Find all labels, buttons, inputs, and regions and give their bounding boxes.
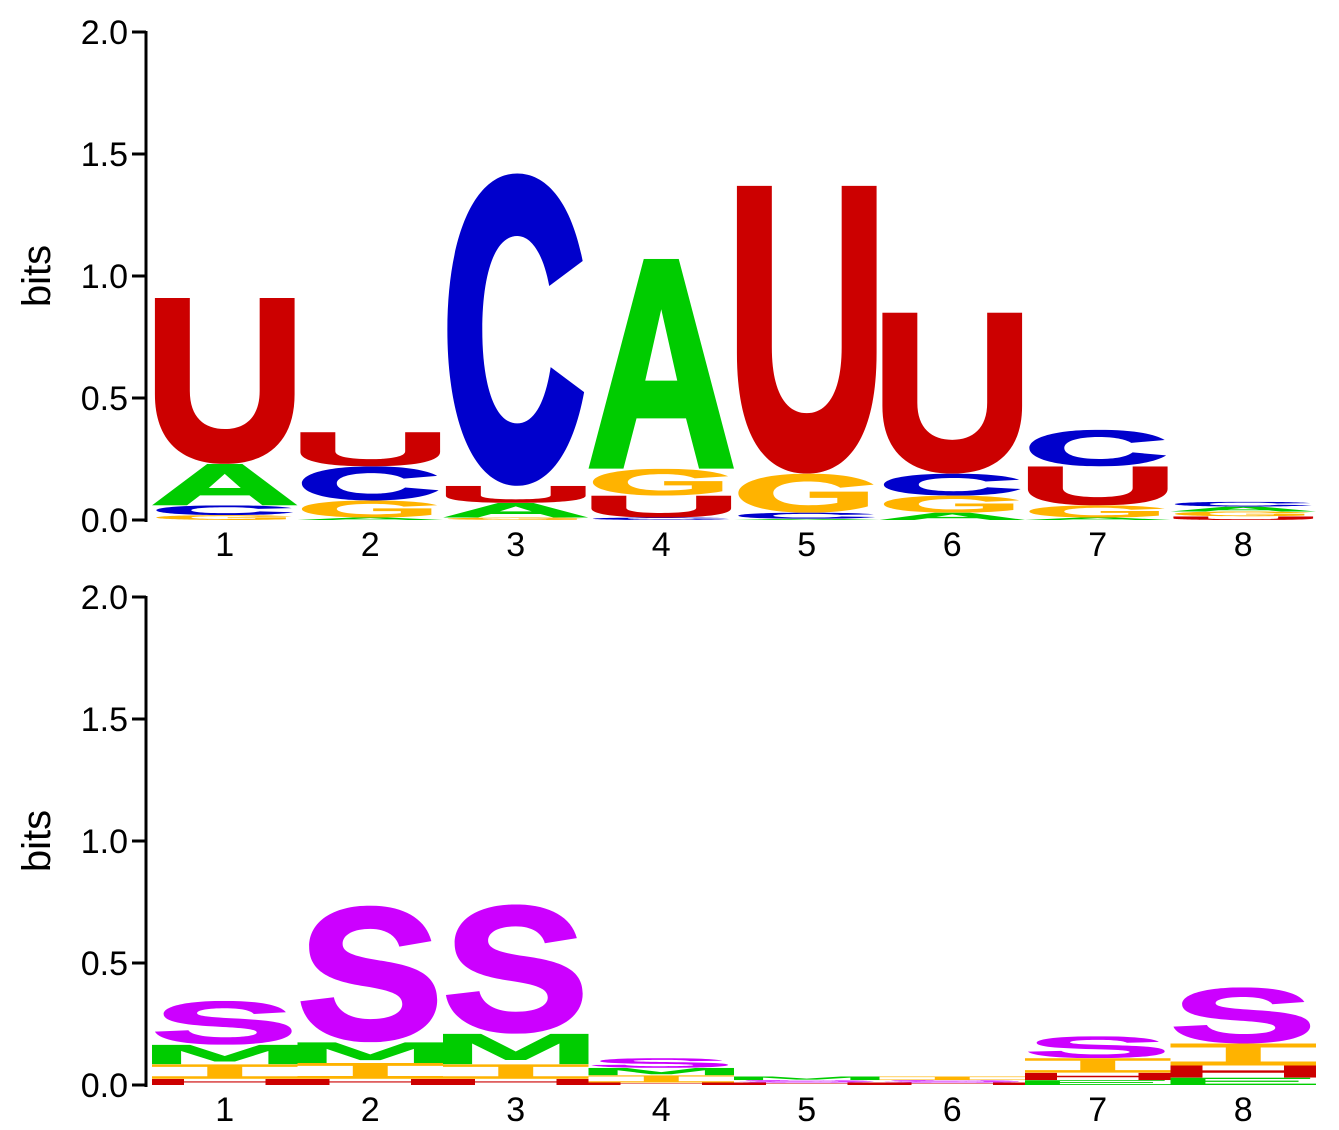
- y-tick-label: 2.0: [81, 14, 128, 52]
- logo-letter-g-pos-6: [883, 495, 1020, 513]
- y-tick-label: 0.0: [81, 502, 128, 540]
- logo-letter-u-pos-7: [1027, 466, 1168, 506]
- logo-letter-s-pos-5: [736, 1080, 874, 1083]
- x-tick-label: 3: [506, 1091, 525, 1129]
- logo-letter-h-pos-3: [443, 1078, 589, 1085]
- logo-letter-m-pos-2: [297, 1042, 443, 1064]
- logo-letter-u-pos-4: [591, 495, 732, 518]
- logo-letter-a-pos-2: [297, 517, 443, 520]
- logo-letter-h-pos-8: [1170, 1065, 1316, 1078]
- y-axis-title: bits: [15, 245, 59, 307]
- logo-letter-s-pos-6: [882, 1080, 1020, 1083]
- logo-letter-s-pos-3: [445, 904, 583, 1034]
- logo-letter-a-pos-1: [152, 463, 298, 506]
- x-tick-label: 8: [1234, 526, 1253, 564]
- logo-letter-u-pos-1: [154, 297, 295, 464]
- y-tick-label: 0.0: [81, 1067, 128, 1105]
- x-tick-label: 1: [215, 526, 234, 564]
- logo-letter-i-pos-2: [297, 1063, 443, 1079]
- logo-letter-g-pos-5: [738, 473, 874, 513]
- logo-letter-s-pos-8: [1173, 987, 1311, 1044]
- logo-letter-c-pos-8: [1174, 501, 1312, 507]
- x-tick-label: 4: [652, 526, 671, 564]
- logo-letter-g-pos-4: [592, 468, 729, 496]
- logo-letter-i-pos-6: [879, 1076, 1025, 1081]
- logo-letter-e-pos-7: [1025, 1080, 1171, 1085]
- x-tick-label: 5: [797, 1091, 816, 1129]
- y-tick-label: 1.5: [81, 136, 128, 174]
- x-tick-label: 7: [1088, 1091, 1107, 1129]
- logo-letter-s-pos-7: [1027, 1036, 1165, 1059]
- y-tick-label: 1.0: [81, 258, 128, 296]
- logo-letter-u-pos-6: [882, 312, 1023, 474]
- logo-letter-i-pos-4: [588, 1075, 734, 1083]
- logo-letter-u-pos-2: [300, 432, 441, 467]
- logo-letter-g-pos-3: [447, 517, 583, 520]
- y-tick-label: 2.0: [81, 579, 128, 617]
- x-tick-label: 6: [943, 1091, 962, 1129]
- x-tick-label: 5: [797, 526, 816, 564]
- logo-letter-i-pos-7: [1025, 1058, 1171, 1073]
- logo-letter-i-pos-8: [1170, 1043, 1316, 1066]
- logo-letter-c-pos-5: [738, 512, 876, 519]
- logo-letter-c-pos-6: [883, 473, 1021, 496]
- logo-letter-a-pos-6: [879, 512, 1025, 520]
- y-axis-title: bits: [15, 810, 59, 872]
- x-tick-label: 6: [943, 526, 962, 564]
- x-tick-label: 2: [361, 1091, 380, 1129]
- x-tick-label: 3: [506, 526, 525, 564]
- logo-letter-e-pos-8: [1170, 1077, 1316, 1085]
- logo-letter-c-pos-1: [156, 505, 294, 516]
- y-tick-label: 0.5: [81, 945, 128, 983]
- structure-logo-panel: 0.0 0.5 1.0 1.5 2.0 bits 1 2 3 4 5 6 7 8: [15, 579, 1316, 1129]
- logo-letter-m-pos-5: [734, 1076, 880, 1081]
- logo-letter-a-pos-4: [588, 258, 734, 469]
- logo-letter-c-pos-7: [1029, 429, 1167, 467]
- logo-letter-s-pos-2: [300, 905, 438, 1043]
- logo-letter-m-pos-3: [443, 1033, 589, 1065]
- logo-letter-h-pos-6: [879, 1082, 1025, 1085]
- logo-letter-a-pos-3: [443, 502, 589, 518]
- logo-letter-u-pos-5: [736, 185, 877, 474]
- logo-letter-m-pos-4: [588, 1067, 734, 1076]
- logo-letter-u-pos-8: [1173, 516, 1314, 520]
- logo-letter-c-pos-3: [447, 173, 585, 486]
- rna-logo-panel: 0.0 0.5 1.0 1.5 2.0 bits 1 2 3 4 5 6 7 8: [15, 14, 1316, 564]
- logo-letter-s-pos-4: [591, 1058, 729, 1068]
- x-tick-label: 1: [215, 1091, 234, 1129]
- logo-letter-g-pos-8: [1174, 511, 1311, 517]
- logo-letter-i-pos-3: [443, 1064, 589, 1079]
- y-tick-label: 1.5: [81, 701, 128, 739]
- logo-letter-h-pos-5: [734, 1082, 880, 1085]
- logo-letter-s-pos-1: [154, 1000, 292, 1045]
- logo-letter-h-pos-2: [297, 1078, 443, 1085]
- logo-letter-g-pos-7: [1029, 505, 1165, 518]
- logo-letter-m-pos-1: [152, 1044, 298, 1065]
- logo-letter-c-pos-4: [592, 517, 730, 520]
- logo-letter-h-pos-7: [1025, 1072, 1171, 1081]
- logo-letter-a-pos-8: [1170, 506, 1316, 512]
- x-tick-label: 8: [1234, 1091, 1253, 1129]
- logo-letter-g-pos-2: [301, 500, 438, 518]
- x-tick-label: 2: [361, 526, 380, 564]
- logo-letter-a-pos-5: [734, 518, 880, 520]
- y-tick-label: 0.5: [81, 380, 128, 418]
- x-tick-label: 4: [652, 1091, 671, 1129]
- logo-letter-i-pos-1: [152, 1064, 298, 1079]
- logo-letter-a-pos-7: [1025, 517, 1171, 520]
- y-tick-label: 1.0: [81, 823, 128, 861]
- logo-letter-h-pos-4: [588, 1082, 734, 1085]
- logo-letter-c-pos-2: [301, 466, 439, 501]
- logo-letter-h-pos-1: [152, 1078, 298, 1085]
- logo-letter-u-pos-3: [445, 485, 586, 503]
- logo-letter-g-pos-1: [156, 515, 292, 520]
- x-tick-label: 7: [1088, 526, 1107, 564]
